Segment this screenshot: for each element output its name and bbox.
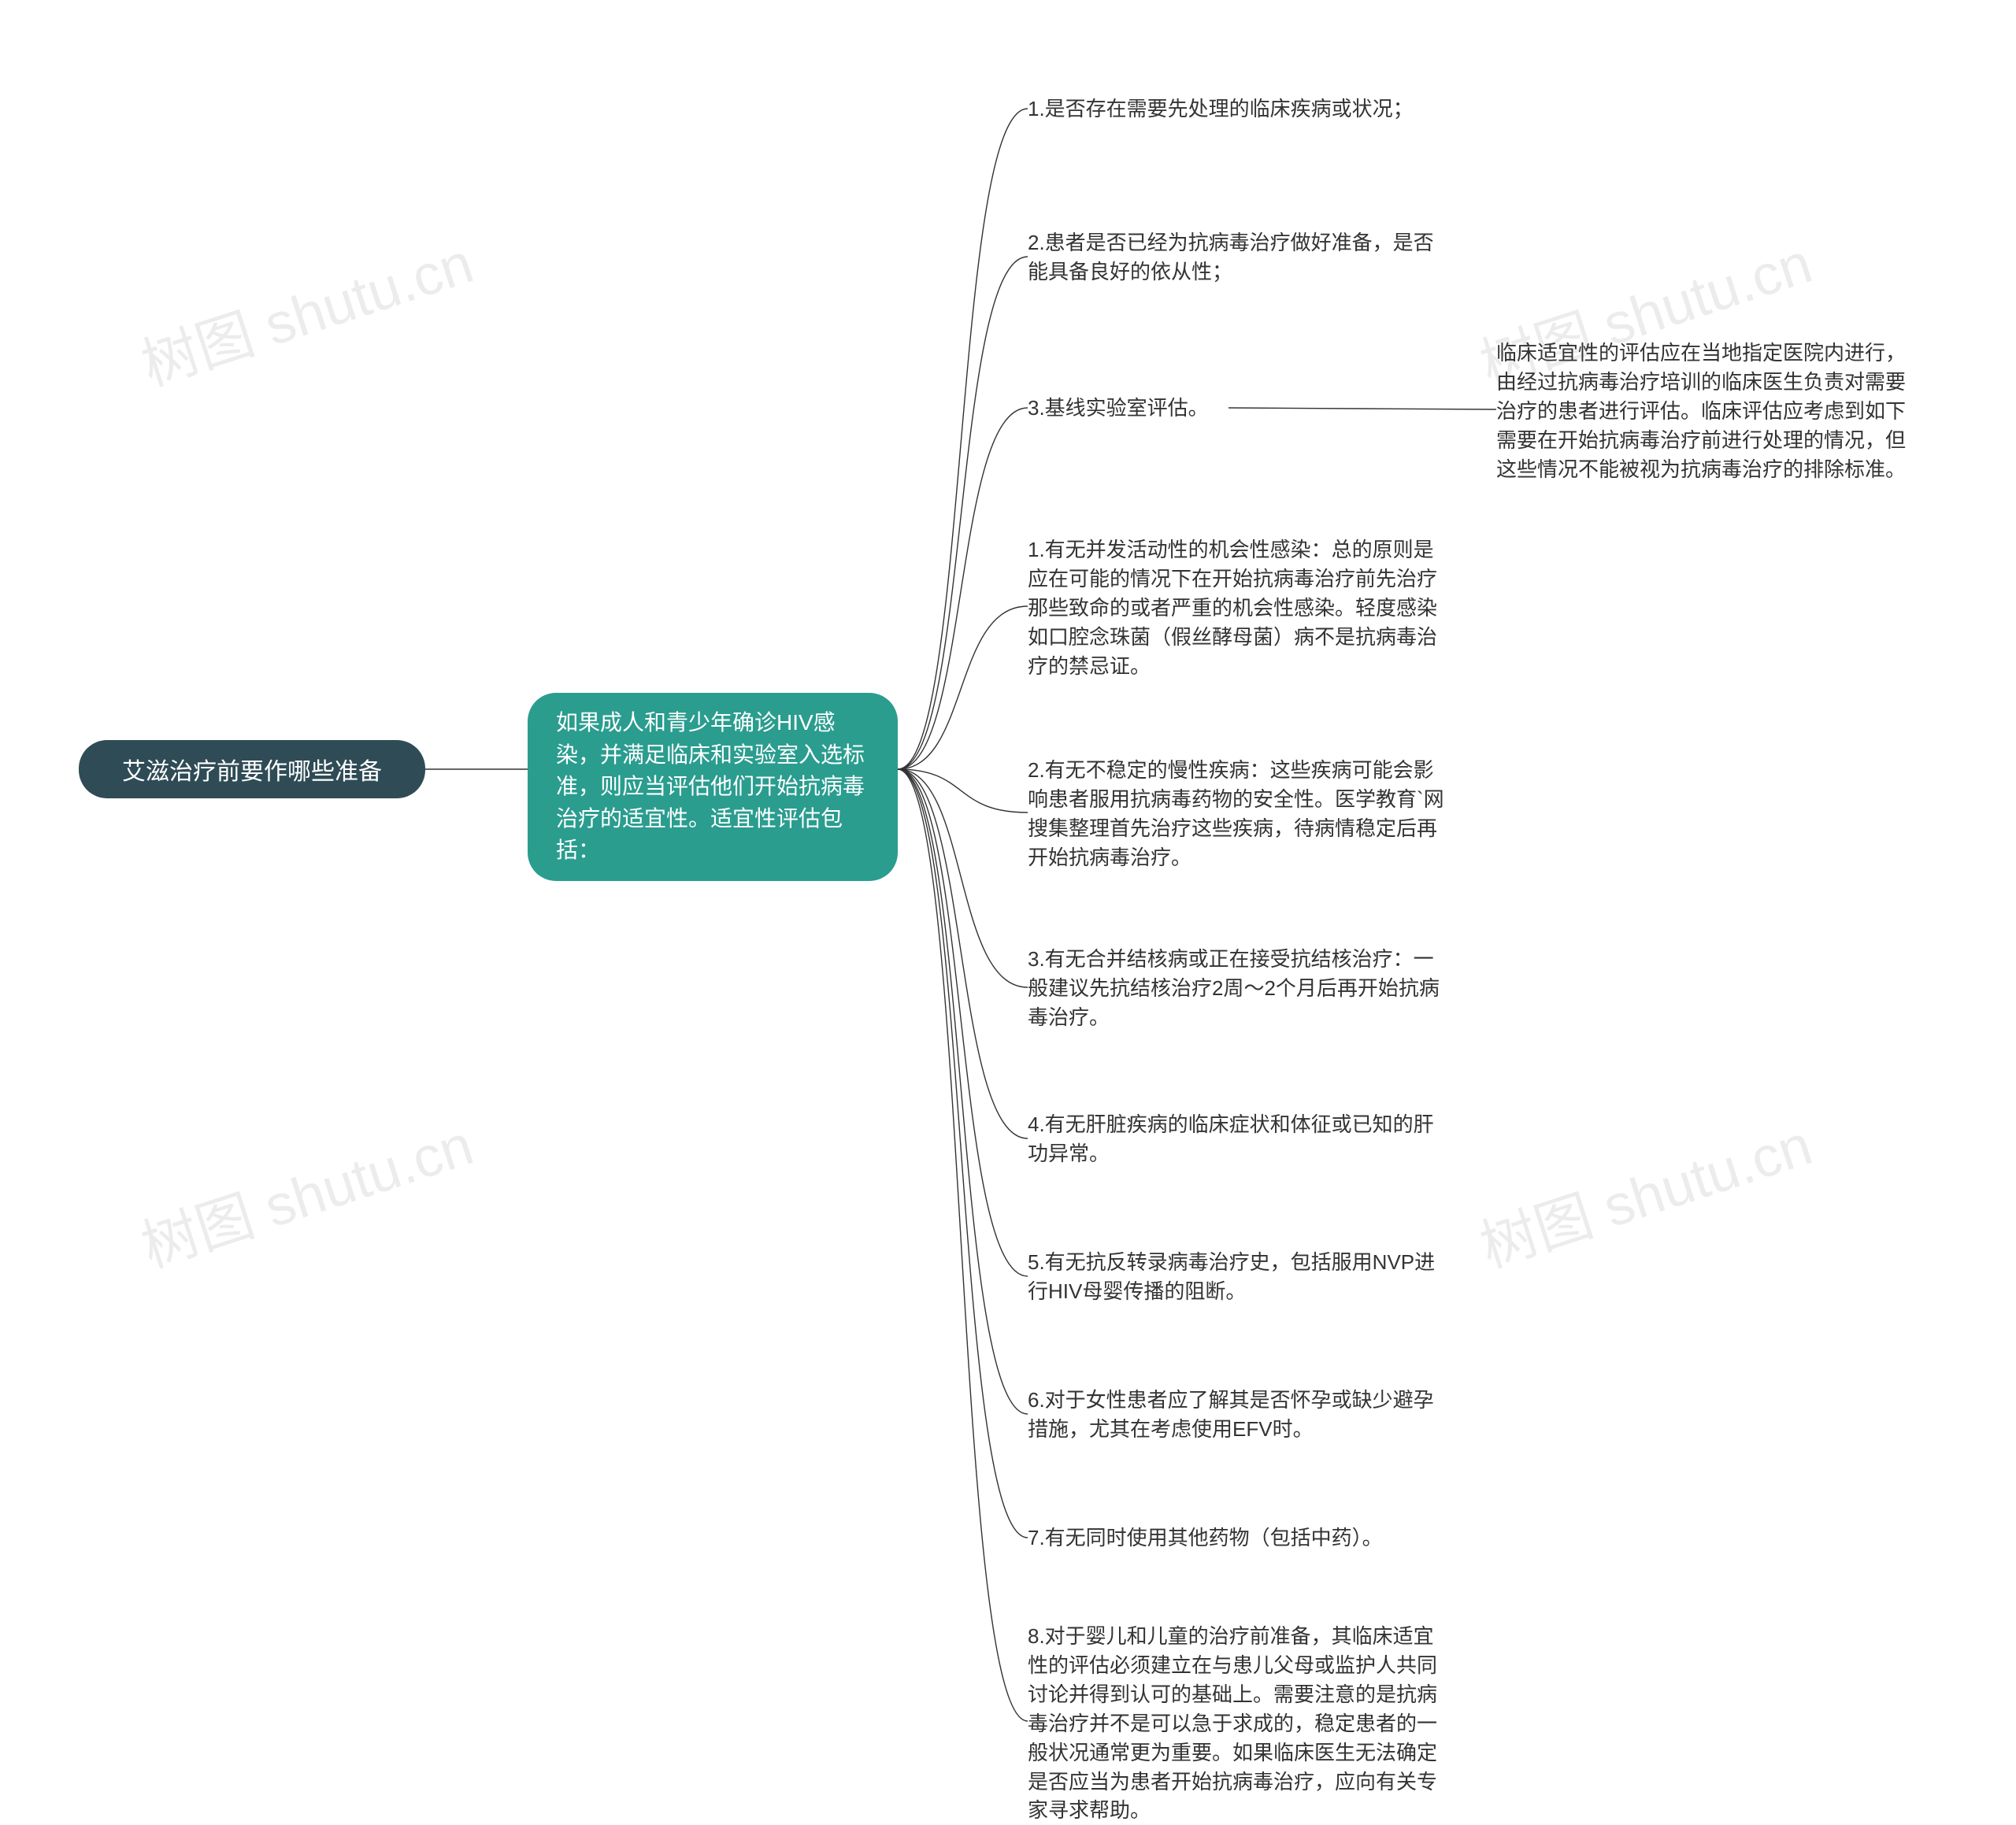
root-label: 艾滋治疗前要作哪些准备: [122, 752, 382, 787]
mindmap-leaf-node: 2.有无不稳定的慢性疾病：这些疾病可能会影响患者服用抗病毒药物的安全性。医学教育…: [1028, 756, 1445, 872]
mindmap-branch-node: 如果成人和青少年确诊HIV感染，并满足临床和实验室入选标准，则应当评估他们开始抗…: [528, 693, 898, 881]
mindmap-root-node: 艾滋治疗前要作哪些准备: [79, 740, 425, 798]
mindmap-leaf-node: 6.对于女性患者应了解其是否怀孕或缺少避孕措施，尤其在考虑使用EFV时。: [1028, 1386, 1445, 1444]
mindmap-leaf-node: 8.对于婴儿和儿童的治疗前准备，其临床适宜性的评估必须建立在与患儿父母或监护人共…: [1028, 1622, 1445, 1825]
watermark: 树图 shutu.cn: [1468, 1098, 1820, 1283]
branch-label: 如果成人和青少年确诊HIV感染，并满足临床和实验室入选标准，则应当评估他们开始抗…: [556, 707, 869, 867]
mindmap-leaf-node: 7.有无同时使用其他药物（包括中药）。: [1028, 1523, 1383, 1553]
mindmap-leaf-node: 1.有无并发活动性的机会性感染：总的原则是应在可能的情况下在开始抗病毒治疗前先治…: [1028, 535, 1445, 681]
mindmap-leaf-node: 1.是否存在需要先处理的临床疾病或状况；: [1028, 94, 1414, 124]
mindmap-leaf-node: 3.基线实验室评估。: [1028, 394, 1209, 423]
watermark: 树图 shutu.cn: [129, 217, 481, 402]
mindmap-leaf-node: 5.有无抗反转录病毒治疗史，包括服用NVP进行HIV母婴传播的阻断。: [1028, 1248, 1445, 1306]
mindmap-subleaf-node: 临床适宜性的评估应在当地指定医院内进行，由经过抗病毒治疗培训的临床医生负责对需要…: [1496, 339, 1922, 484]
mindmap-leaf-node: 4.有无肝脏疾病的临床症状和体征或已知的肝功异常。: [1028, 1110, 1445, 1168]
mindmap-connectors: [0, 0, 2016, 1779]
watermark: 树图 shutu.cn: [129, 1098, 481, 1283]
mindmap-leaf-node: 2.患者是否已经为抗病毒治疗做好准备，是否能具备良好的依从性；: [1028, 228, 1445, 287]
mindmap-leaf-node: 3.有无合并结核病或正在接受抗结核治疗：一般建议先抗结核治疗2周～2个月后再开始…: [1028, 945, 1445, 1032]
